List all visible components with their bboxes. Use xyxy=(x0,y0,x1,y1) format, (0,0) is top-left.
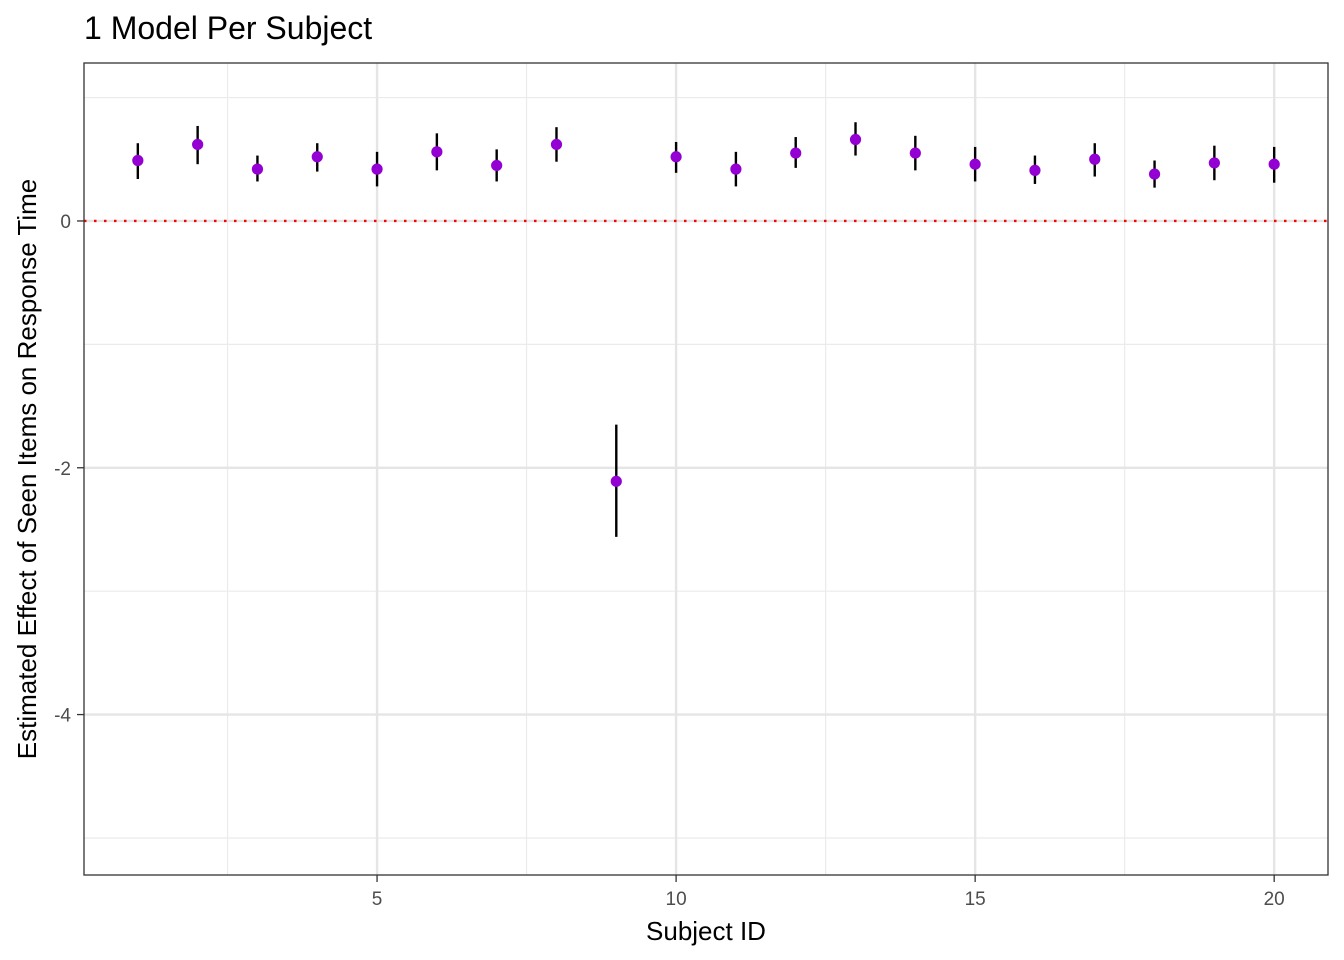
x-axis-title: Subject ID xyxy=(646,916,766,946)
data-point xyxy=(491,159,503,172)
data-point xyxy=(969,158,981,170)
data-point xyxy=(909,147,921,159)
data-point xyxy=(1268,158,1280,170)
data-point xyxy=(1029,164,1041,176)
data-point xyxy=(1208,157,1220,169)
plot-border xyxy=(83,62,1329,876)
data-point xyxy=(610,475,622,487)
data-point xyxy=(192,138,204,151)
y-tick-label: -4 xyxy=(54,706,71,727)
chart-title: 1 Model Per Subject xyxy=(84,10,372,46)
data-point xyxy=(670,151,682,163)
x-tick-label: 5 xyxy=(372,889,383,910)
data-point xyxy=(730,163,742,175)
x-tick-label: 10 xyxy=(666,889,687,910)
data-point xyxy=(251,163,264,175)
y-tick-label: -2 xyxy=(54,459,71,480)
x-tick-label: 15 xyxy=(965,889,986,910)
data-point xyxy=(371,163,383,175)
data-point xyxy=(431,146,443,158)
plot-area: 5 10 15 20 0 -2 -4 xyxy=(54,62,1329,910)
data-point xyxy=(1148,168,1161,180)
y-axis-title: Estimated Effect of Seen Items on Respon… xyxy=(12,179,42,759)
data-point xyxy=(132,154,144,167)
x-tick-label: 20 xyxy=(1264,889,1285,910)
y-tick-label: 0 xyxy=(60,212,71,233)
data-point xyxy=(849,133,862,146)
data-point xyxy=(311,151,323,163)
data-point xyxy=(790,147,802,159)
data-point xyxy=(550,138,563,151)
plot-background xyxy=(84,63,1328,875)
data-point xyxy=(1089,153,1101,165)
